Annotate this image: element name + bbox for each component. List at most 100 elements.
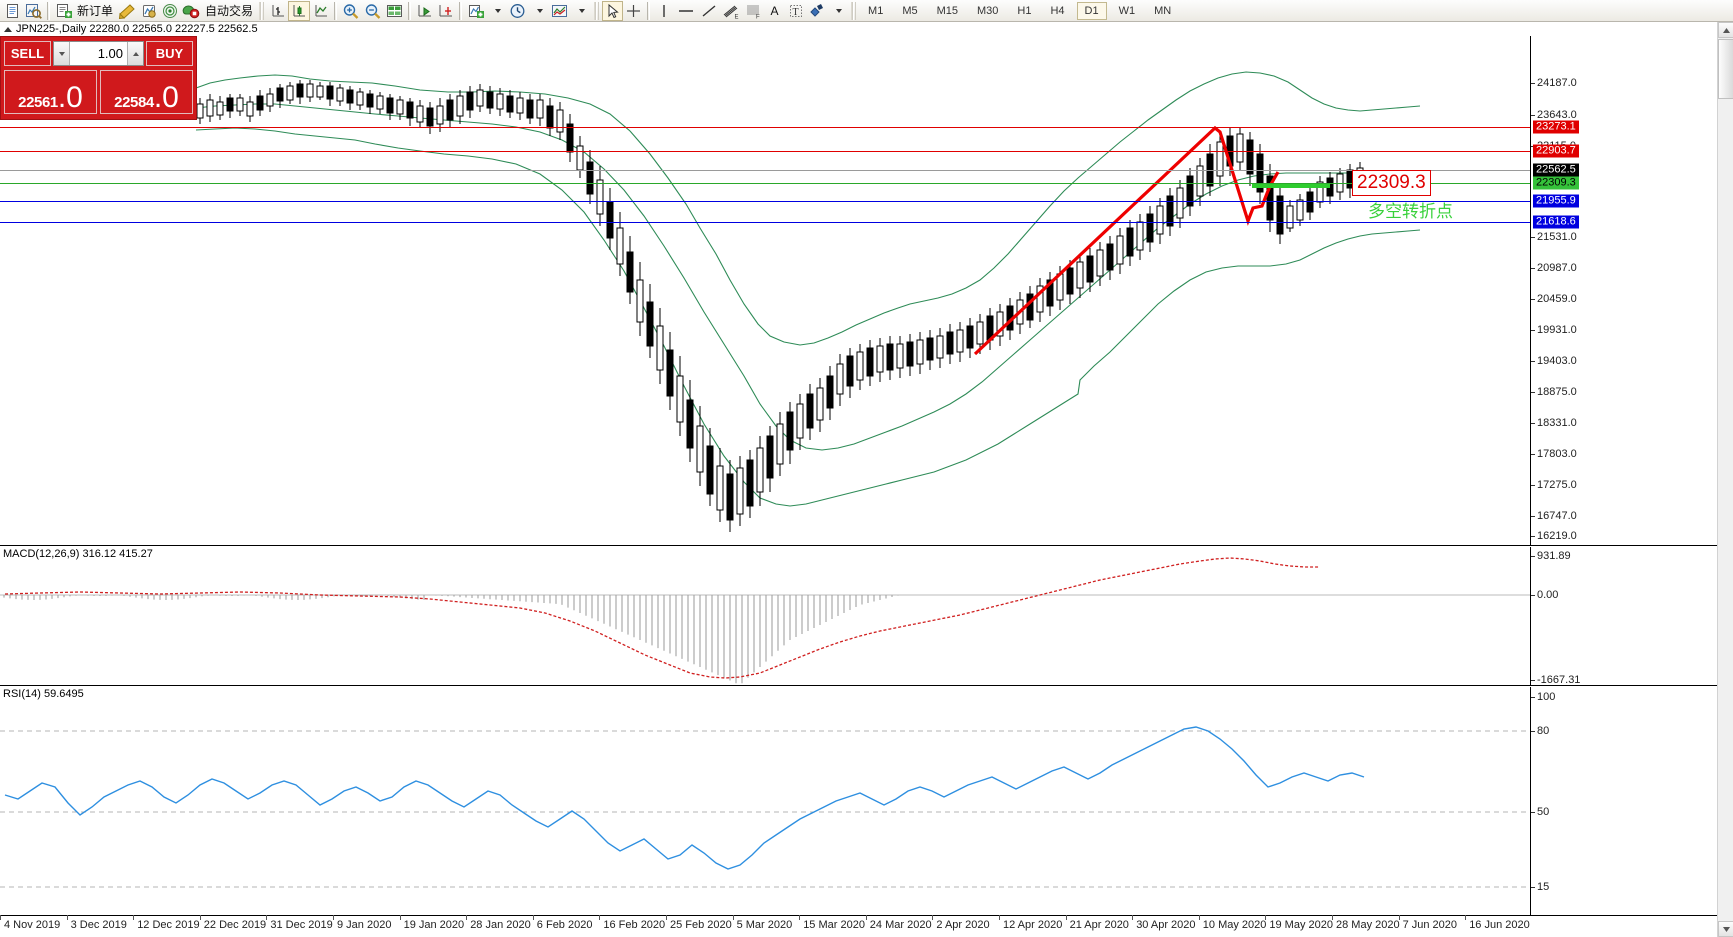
timeframe-h4[interactable]: H4 [1050, 4, 1065, 17]
time-tick: 12 Apr 2020 [998, 915, 1063, 931]
rsi-chart-svg [0, 726, 1530, 888]
buy-button[interactable]: BUY [146, 41, 193, 66]
rsi-panel[interactable]: RSI(14) 59.6495 100 80 50 15 [0, 687, 1733, 915]
indicators-dropdown-icon[interactable] [486, 1, 507, 21]
expert-advisors-icon[interactable] [138, 1, 159, 21]
new-order-icon[interactable] [53, 1, 74, 21]
chart-titlebar: JPN225-,Daily 22280.0 22565.0 22227.5 22… [0, 22, 1733, 36]
sell-price-decimal: .0 [57, 81, 83, 114]
price-axis[interactable]: 24187.023643.023115.021531.020987.020459… [1530, 36, 1733, 545]
chart-profiles-icon[interactable] [23, 1, 44, 21]
time-tick: 25 Feb 2020 [666, 915, 732, 931]
text-label-icon[interactable]: T [785, 1, 806, 21]
indicators-icon[interactable] [465, 1, 486, 21]
scroll-down-button[interactable] [1718, 921, 1733, 937]
toolbar-grip-3[interactable] [851, 1, 857, 20]
text-icon[interactable]: A [764, 1, 785, 21]
volume-value[interactable]: 1.00 [97, 46, 123, 61]
price-level-label[interactable]: 22309.3 [1533, 176, 1579, 190]
vertical-scrollbar-thumb[interactable] [1718, 39, 1733, 99]
price-level-label[interactable]: 21955.9 [1533, 194, 1579, 208]
volume-decrement-button[interactable] [54, 42, 70, 65]
fibonacci-icon[interactable]: F [742, 1, 764, 21]
zoom-out-icon[interactable] [362, 1, 384, 21]
timeframe-h1[interactable]: H1 [1017, 4, 1032, 17]
rsi-tick: 50 [1530, 806, 1550, 818]
sell-button[interactable]: SELL [4, 41, 51, 66]
vertical-scrollbar[interactable] [1717, 22, 1733, 937]
support-line-2 [0, 222, 1530, 223]
auto-scroll-icon[interactable] [414, 1, 435, 21]
price-tick: 21531.0 [1531, 231, 1577, 243]
line-chart-icon[interactable] [310, 1, 331, 21]
volume-increment-button[interactable] [127, 42, 143, 65]
new-chart-icon[interactable] [2, 1, 23, 21]
candlestick-chart-icon[interactable] [288, 0, 311, 21]
bar-chart-icon[interactable] [267, 1, 288, 21]
timeframe-d1[interactable]: D1 [1076, 1, 1107, 20]
zoom-in-icon[interactable] [340, 1, 362, 21]
price-level-label[interactable]: 22562.5 [1533, 163, 1579, 177]
metaeditor-icon[interactable] [116, 1, 138, 21]
price-tick: 19931.0 [1531, 324, 1577, 336]
price-tick: 20459.0 [1531, 293, 1577, 305]
equidistant-channel-icon[interactable]: E [720, 1, 742, 21]
price-level-label[interactable]: 22903.7 [1533, 144, 1579, 158]
periods-icon[interactable] [507, 1, 528, 21]
time-tick: 30 Apr 2020 [1132, 915, 1196, 931]
time-axis[interactable]: 4 Nov 2019 3 Dec 2019 12 Dec 2019 22 Dec 20… [0, 915, 1733, 937]
chart-window: JPN225-,Daily 22280.0 22565.0 22227.5 22… [0, 22, 1733, 937]
sell-price[interactable]: 22561 .0 [4, 70, 97, 114]
toolbar-grip-2[interactable] [594, 1, 600, 20]
periods-dropdown-icon[interactable] [528, 1, 549, 21]
vertical-line-icon[interactable] [653, 1, 674, 21]
price-panel[interactable]: 22309.3 多空转折点 24187.023643.023115.021531… [0, 36, 1733, 545]
horizontal-line-icon[interactable] [674, 1, 698, 21]
macd-plot-area[interactable] [0, 547, 1530, 685]
chinese-annotation[interactable]: 多空转折点 [1368, 202, 1453, 222]
buy-price[interactable]: 22584 .0 [100, 70, 193, 114]
shapes-dropdown-icon[interactable] [827, 1, 848, 21]
toolbar-grip[interactable] [259, 1, 265, 20]
text-icon-label: A [770, 3, 779, 18]
one-click-trading-panel[interactable]: SELL 1.00 BUY 22561 .0 22584 .0 [0, 36, 197, 120]
price-level-label[interactable]: 23273.1 [1533, 120, 1579, 134]
templates-dropdown-icon[interactable] [570, 1, 591, 21]
macd-label: MACD(12,26,9) 316.12 415.27 [3, 548, 153, 560]
timeframe-mn[interactable]: MN [1154, 4, 1172, 17]
scroll-up-button[interactable] [1718, 22, 1733, 38]
macd-panel[interactable]: MACD(12,26,9) 316.12 415.27 931.89 0.00 -1… [0, 547, 1733, 686]
signals-icon[interactable] [159, 1, 180, 21]
shapes-icon[interactable] [806, 1, 827, 21]
auto-trading-label[interactable]: 自动交易 [205, 4, 254, 18]
macd-axis[interactable]: 931.89 0.00 -1667.31 [1530, 547, 1733, 686]
price-callout-box[interactable]: 22309.3 [1352, 170, 1431, 196]
rsi-plot-area[interactable] [0, 687, 1530, 915]
crosshair-icon[interactable] [623, 1, 644, 21]
price-plot-area[interactable]: 22309.3 多空转折点 [0, 36, 1530, 545]
rsi-axis[interactable]: 100 80 50 15 [1530, 687, 1733, 915]
svg-text:E: E [735, 14, 739, 19]
time-tick: 15 Mar 2020 [799, 915, 865, 931]
timeframe-w1[interactable]: W1 [1118, 4, 1136, 17]
timeframe-m15[interactable]: M15 [936, 4, 958, 17]
auto-trading-icon[interactable] [180, 1, 202, 21]
price-level-label[interactable]: 21618.6 [1533, 215, 1579, 229]
timeframe-m1[interactable]: M1 [868, 4, 884, 17]
macd-tick: 931.89 [1531, 550, 1571, 562]
cursor-icon[interactable] [602, 0, 624, 21]
timeframe-m5[interactable]: M5 [902, 4, 918, 17]
volume-stepper[interactable]: 1.00 [53, 41, 144, 66]
svg-text:T: T [792, 7, 798, 18]
time-tick: 31 Dec 2019 [266, 915, 333, 931]
trendline-icon[interactable] [698, 1, 720, 21]
collapse-icon[interactable] [4, 26, 12, 32]
new-order-label[interactable]: 新订单 [77, 4, 114, 18]
sell-price-integer: 22561 [18, 94, 58, 111]
price-tick: 17275.0 [1531, 479, 1577, 491]
price-tick: 19403.0 [1531, 355, 1577, 367]
chart-shift-icon[interactable] [435, 1, 456, 21]
templates-icon[interactable] [549, 1, 570, 21]
timeframe-m30[interactable]: M30 [977, 4, 999, 17]
data-window-icon[interactable] [384, 1, 405, 21]
